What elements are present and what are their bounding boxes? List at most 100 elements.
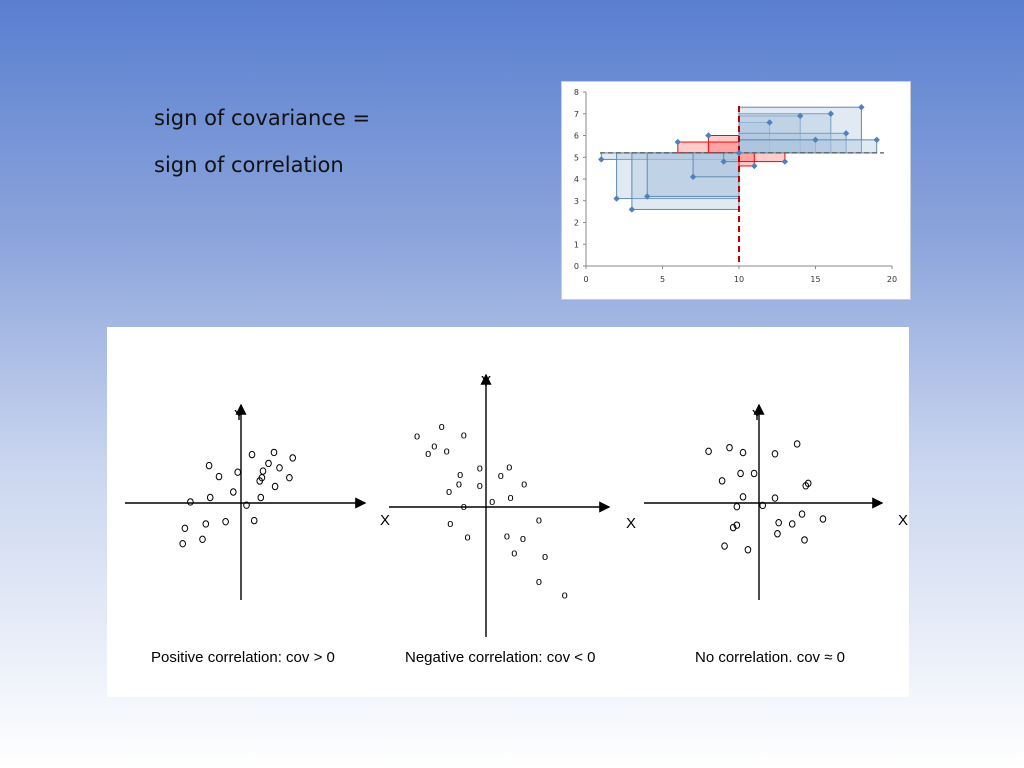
data-point [737,469,744,478]
y-axis-label: Y [481,373,491,390]
data-point [744,546,752,554]
scatter-plot-none: XY [644,403,908,600]
negative-covariance-rect [707,135,740,154]
data-point [873,136,880,144]
data-point [788,520,796,528]
data-point [265,459,272,468]
data-point: o [439,421,445,433]
data-point: o [504,530,510,542]
data-point [819,515,827,523]
x-tick-label: 10 [734,275,744,284]
data-point [181,524,189,533]
slide-text-line-2: sign of correlation [154,153,344,177]
data-point: o [447,518,453,530]
data-point [234,468,241,476]
data-point [222,518,229,526]
data-point [257,493,265,502]
data-point [721,542,728,550]
y-tick-label: 1 [574,240,579,249]
covariance-rectangles-chart: 0 1 2 3 4 5 6 7 8 0 5 10 15 20 [561,81,911,300]
data-point: o [562,589,568,601]
data-point [798,510,806,518]
data-point: o [461,429,467,441]
data-point: o [506,461,512,473]
data-point [858,104,865,111]
data-point [276,464,283,472]
y-axis-label: Y [752,407,762,424]
data-point [759,501,766,510]
negative-covariance-rect [738,152,786,163]
data-point: o [477,480,483,492]
x-axis-label: X [626,515,636,532]
y-tick-label: 6 [574,132,579,141]
x-tick-label: 20 [887,275,897,284]
data-point: o [456,479,462,491]
data-point [729,523,737,532]
data-point: o [508,492,514,504]
data-point [206,493,214,502]
data-point [775,518,782,527]
data-point [771,494,779,502]
x-axis-label: X [380,512,390,529]
data-point [705,447,712,456]
data-point [215,472,223,481]
data-point [270,448,278,457]
data-point [259,467,267,475]
data-point [726,443,733,452]
positive-covariance-rect [631,152,740,210]
data-point [733,502,741,511]
data-point [248,450,256,459]
data-point: o [414,431,420,443]
x-tick-label: 15 [810,275,820,284]
y-axis-label: Y [234,407,244,424]
data-point [250,516,258,525]
data-point [801,536,808,544]
data-point: o [425,448,431,460]
data-point: o [521,479,527,491]
data-point: o [536,576,542,588]
data-point: o [536,514,542,526]
data-point [271,482,279,491]
data-point: o [489,496,495,508]
data-point [199,535,206,544]
data-point [735,149,743,157]
positive-covariance-rect [738,139,878,154]
data-point [733,521,741,529]
y-tick-label: 8 [574,88,579,97]
data-point [202,520,210,528]
x-axis-label: X [898,512,908,529]
data-point [771,450,779,458]
data-point [689,173,697,181]
data-point: o [461,501,467,513]
positive-covariance-rect [738,121,771,154]
data-point: o [457,469,463,481]
data-point: o [498,470,504,482]
data-point [187,498,194,506]
data-point: o [444,445,450,457]
data-point: o [464,532,470,544]
data-point [842,130,850,137]
caption-positive-correlation: Positive correlation: cov > 0 [151,649,335,666]
data-point [286,474,293,482]
data-point [243,501,250,509]
data-point: o [431,441,437,453]
y-tick-label: 2 [574,219,579,228]
data-point: o [542,551,548,563]
data-point [739,493,747,501]
data-point [804,479,812,488]
data-point [774,530,781,538]
covariance-chart-svg: 0 1 2 3 4 5 6 7 8 0 5 10 15 20 [574,88,897,284]
data-point [205,461,213,470]
data-point [750,469,758,478]
y-tick-label: 5 [574,153,579,162]
data-point: o [511,548,517,560]
y-tick-label: 4 [574,175,579,184]
scatter-plot-positive: XY [125,403,390,600]
y-tick-label: 7 [574,110,579,119]
data-point [718,477,726,485]
slide-text-line-1: sign of covariance = [154,106,371,130]
data-point [230,488,237,496]
